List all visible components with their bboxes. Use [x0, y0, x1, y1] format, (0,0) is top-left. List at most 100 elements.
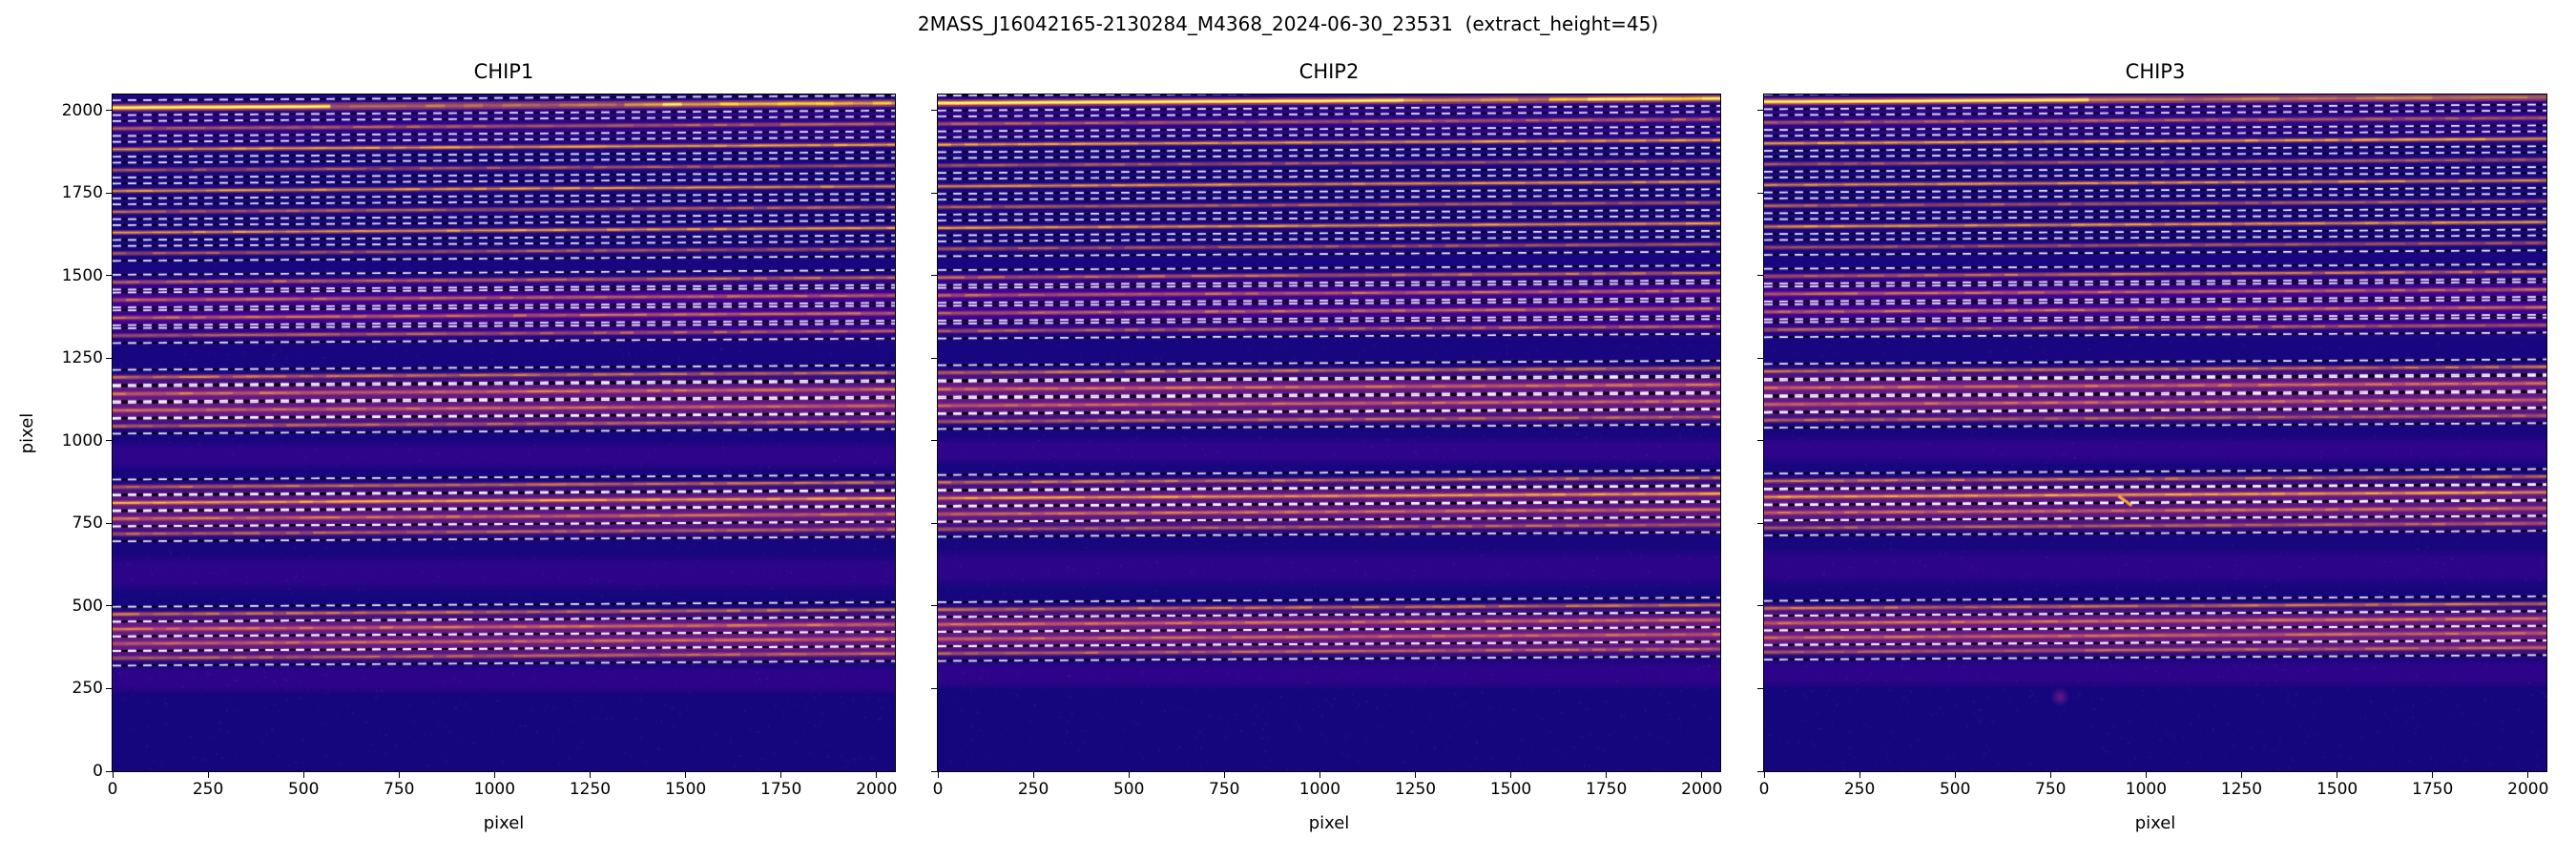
x-tick-label: 1000 [1298, 780, 1341, 799]
panel-title-chip3: CHIP3 [2125, 60, 2186, 83]
x-tick-label: 0 [932, 780, 944, 799]
y-tick-mark [1757, 440, 1763, 442]
x-tick-label: 250 [192, 780, 224, 799]
x-tick-label: 250 [1843, 780, 1876, 799]
y-tick-mark [106, 110, 112, 112]
panel-title-chip2: CHIP2 [1298, 60, 1360, 83]
x-tick-mark [685, 772, 687, 778]
x-tick-label: 1500 [2316, 780, 2358, 799]
y-tick-mark [931, 605, 937, 607]
y-tick-label: 1250 [61, 348, 103, 368]
x-tick-label: 0 [1758, 780, 1770, 799]
x-tick-mark [112, 772, 114, 778]
x-tick-label: 0 [107, 780, 118, 799]
x-tick-mark [2432, 772, 2434, 778]
y-tick-label: 1500 [61, 265, 103, 285]
x-tick-mark [937, 772, 939, 778]
x-tick-label: 2000 [856, 780, 898, 799]
x-tick-label: 2000 [1681, 780, 1723, 799]
x-tick-label: 500 [1939, 780, 1971, 799]
x-tick-label: 2000 [2507, 780, 2549, 799]
y-tick-mark [931, 522, 937, 524]
x-tick-label: 500 [287, 780, 320, 799]
x-tick-mark [2049, 772, 2051, 778]
y-tick-label: 750 [72, 513, 103, 534]
x-tick-mark [1223, 772, 1225, 778]
y-tick-mark [106, 687, 112, 689]
x-tick-label: 1750 [1586, 780, 1628, 799]
x-tick-label: 1250 [1394, 780, 1437, 799]
x-tick-label: 1500 [664, 780, 707, 799]
y-tick-mark [931, 357, 937, 359]
x-tick-label: 1250 [2220, 780, 2263, 799]
x-axis-label-chip2: pixel [1308, 813, 1350, 833]
x-tick-mark [2145, 772, 2147, 778]
y-tick-mark [1757, 275, 1763, 277]
y-tick-mark [106, 440, 112, 442]
x-tick-label: 1000 [2125, 780, 2168, 799]
axes-chip1 [112, 94, 896, 772]
y-tick-mark [931, 275, 937, 277]
x-tick-label: 1750 [760, 780, 802, 799]
x-tick-mark [1701, 772, 1703, 778]
x-tick-mark [2240, 772, 2242, 778]
x-tick-mark [1510, 772, 1512, 778]
x-tick-mark [302, 772, 304, 778]
y-tick-mark [1757, 522, 1763, 524]
x-tick-mark [780, 772, 782, 778]
x-tick-mark [876, 772, 878, 778]
x-tick-label: 1250 [569, 780, 612, 799]
y-tick-label: 250 [72, 679, 103, 699]
x-tick-label: 1000 [473, 780, 516, 799]
x-tick-mark [589, 772, 591, 778]
y-tick-label: 500 [72, 596, 103, 616]
x-tick-mark [207, 772, 209, 778]
spectral-image-chip3 [1764, 94, 2546, 771]
y-tick-label: 1750 [61, 183, 103, 203]
x-tick-mark [398, 772, 400, 778]
y-tick-label: 2000 [61, 100, 103, 120]
y-tick-mark [931, 770, 937, 772]
x-axis-label-chip3: pixel [2134, 813, 2176, 833]
y-tick-mark [106, 192, 112, 194]
y-tick-mark [106, 357, 112, 359]
y-tick-mark [931, 110, 937, 112]
y-tick-mark [1757, 770, 1763, 772]
spectral-image-chip2 [938, 94, 1720, 771]
x-tick-mark [1032, 772, 1034, 778]
x-tick-label: 750 [1209, 780, 1240, 799]
y-tick-mark [106, 605, 112, 607]
x-tick-mark [1414, 772, 1416, 778]
x-tick-mark [1859, 772, 1860, 778]
y-tick-mark [931, 440, 937, 442]
y-tick-mark [1757, 687, 1763, 689]
x-tick-mark [1319, 772, 1320, 778]
axes-chip3 [1763, 94, 2547, 772]
y-tick-mark [931, 687, 937, 689]
x-tick-mark [1128, 772, 1130, 778]
y-tick-mark [106, 275, 112, 277]
figure-title: 2MASS_J16042165-2130284_M4368_2024-06-30… [917, 12, 1659, 35]
y-tick-mark [106, 522, 112, 524]
panel-title-chip1: CHIP1 [473, 60, 534, 83]
y-tick-mark [931, 192, 937, 194]
x-tick-label: 500 [1112, 780, 1145, 799]
y-axis-label: pixel [17, 412, 37, 454]
x-tick-label: 1500 [1489, 780, 1532, 799]
x-tick-mark [2527, 772, 2529, 778]
x-tick-label: 250 [1017, 780, 1049, 799]
x-tick-mark [1606, 772, 1608, 778]
y-tick-mark [1757, 357, 1763, 359]
y-tick-mark [106, 770, 112, 772]
spectral-image-chip1 [113, 94, 895, 771]
y-tick-mark [1757, 110, 1763, 112]
x-tick-label: 750 [2035, 780, 2067, 799]
x-axis-label-chip1: pixel [483, 813, 525, 833]
y-tick-mark [1757, 192, 1763, 194]
axes-chip2 [937, 94, 1721, 772]
x-tick-mark [493, 772, 495, 778]
x-tick-label: 1750 [2412, 780, 2454, 799]
x-tick-label: 750 [384, 780, 415, 799]
x-tick-mark [1954, 772, 1956, 778]
